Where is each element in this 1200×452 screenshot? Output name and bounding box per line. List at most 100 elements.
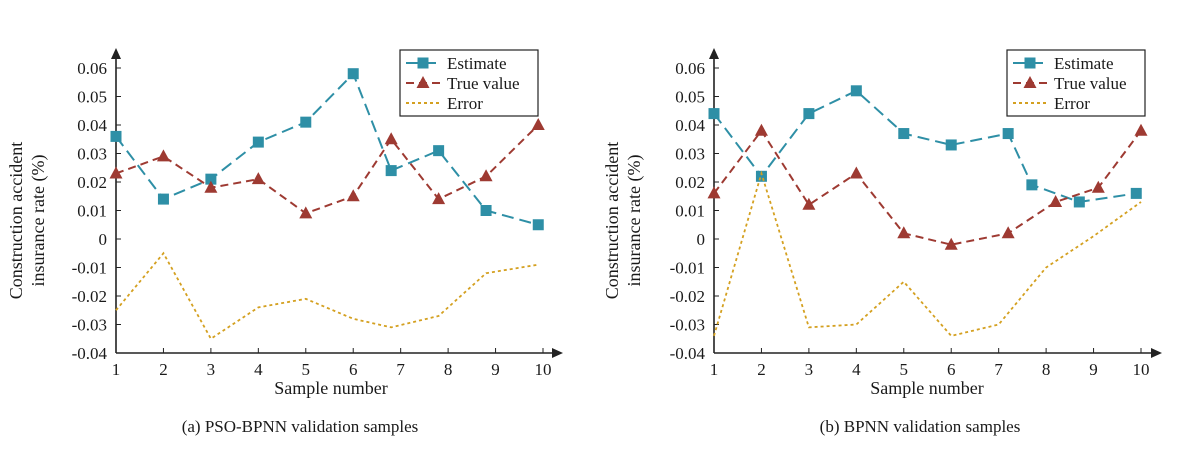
x-tick-label: 6 xyxy=(947,360,956,379)
data-point-true-value xyxy=(1134,123,1148,136)
data-point-true-value xyxy=(531,118,545,130)
x-tick-label: 2 xyxy=(159,360,168,379)
x-axis-arrow xyxy=(1151,348,1162,358)
legend-label: Estimate xyxy=(1054,54,1113,73)
x-tick-label: 9 xyxy=(1089,360,1098,379)
y-tick-label: 0 xyxy=(697,230,706,249)
x-tick-label: 1 xyxy=(710,360,719,379)
data-point-true-value xyxy=(432,192,446,205)
data-point-true-value xyxy=(1091,180,1105,193)
legend-marker-square xyxy=(417,57,429,69)
data-point-estimate xyxy=(755,170,767,182)
y-tick-label: 0.02 xyxy=(77,173,107,192)
y-axis-title-line: Construction accident xyxy=(602,142,622,299)
y-axis-title-line: Construction accident xyxy=(6,142,26,299)
x-tick-label: 4 xyxy=(852,360,861,379)
data-point-estimate xyxy=(157,193,169,205)
x-tick-label: 1 xyxy=(112,360,121,379)
chart-b: -0.04 -0.03 -0.02 -0.01 0 0.01 0.02 0.03 0.04 0.0… xyxy=(602,48,1162,436)
data-point-true-value xyxy=(251,172,265,185)
x-tick-label: 3 xyxy=(207,360,216,379)
data-point-true-value xyxy=(849,166,863,179)
x-tick-label: 5 xyxy=(302,360,311,379)
x-tick-label: 9 xyxy=(491,360,500,379)
y-tick-label: 0.04 xyxy=(77,116,107,135)
y-tick-label: -0.01 xyxy=(72,259,107,278)
data-point-true-value xyxy=(1001,226,1015,239)
data-point-estimate xyxy=(300,116,312,128)
x-tick-label: 5 xyxy=(900,360,909,379)
data-point-estimate xyxy=(898,128,910,140)
series-line-estimate xyxy=(115,71,539,226)
data-point-true-value xyxy=(479,169,493,182)
data-point-estimate xyxy=(708,108,720,120)
data-point-true-value xyxy=(156,149,170,162)
x-tick-label: 8 xyxy=(444,360,453,379)
data-point-estimate xyxy=(480,205,492,216)
x-axis-title: Sample number xyxy=(870,378,983,398)
chart-a: -0.04 -0.03 -0.02 -0.01 0 0.01 0.02 0.03 0.04 0.0… xyxy=(6,48,563,436)
y-tick-label: 0.05 xyxy=(77,88,107,107)
legend-marker-square xyxy=(1024,57,1036,69)
y-tick-label: 0 xyxy=(99,230,108,249)
y-axis-arrow xyxy=(111,48,121,59)
y-tick-label: 0.02 xyxy=(675,173,705,192)
data-point-true-value xyxy=(707,186,721,199)
data-point-true-value xyxy=(897,226,911,239)
y-axis-title-line: insurance rate (%) xyxy=(28,155,49,287)
series-line-true-value xyxy=(115,124,539,215)
data-point-estimate xyxy=(945,139,957,151)
x-tick-label: 10 xyxy=(535,360,552,379)
x-axis-title: Sample number xyxy=(274,378,387,398)
x-tick-label: 7 xyxy=(994,360,1003,379)
data-point-estimate xyxy=(803,108,815,120)
y-axis-title-line: insurance rate (%) xyxy=(624,155,645,287)
x-tick-label: 6 xyxy=(349,360,358,379)
x-tick-label: 10 xyxy=(1133,360,1150,379)
legend-label: Error xyxy=(447,94,483,113)
data-point-estimate xyxy=(1130,187,1142,199)
data-point-estimate xyxy=(1073,196,1085,208)
data-point-true-value xyxy=(1049,194,1063,207)
data-point-estimate xyxy=(433,145,445,157)
y-axis-title: Construction accident insurance rate (%) xyxy=(6,142,49,299)
data-point-true-value xyxy=(204,180,218,193)
y-axis-title: Construction accident insurance rate (%) xyxy=(602,142,645,299)
legend-marker-triangle xyxy=(1023,76,1037,88)
data-point-estimate xyxy=(1026,179,1038,191)
y-axis-arrow xyxy=(709,48,719,59)
legend-marker-triangle xyxy=(416,76,430,88)
data-point-true-value xyxy=(346,189,360,202)
y-tick-label: 0.01 xyxy=(675,202,705,221)
y-tick-label: -0.02 xyxy=(670,287,705,306)
data-point-true-value xyxy=(299,206,313,219)
x-tick-label: 8 xyxy=(1042,360,1051,379)
legend-label: Estimate xyxy=(447,54,506,73)
data-point-estimate xyxy=(205,173,217,185)
x-tick-label: 7 xyxy=(396,360,405,379)
data-point-true-value xyxy=(754,123,768,136)
data-point-estimate xyxy=(385,165,397,177)
x-tick-label: 2 xyxy=(757,360,766,379)
y-tick-label: -0.03 xyxy=(72,316,107,335)
data-point-true-value xyxy=(109,166,123,179)
series-line-true-value xyxy=(713,128,1142,246)
legend-label: True value xyxy=(447,74,520,93)
series-line-error xyxy=(115,251,539,341)
legend-label: True value xyxy=(1054,74,1127,93)
data-point-true-value xyxy=(944,237,958,250)
data-point-estimate xyxy=(252,136,264,148)
y-tick-label: -0.04 xyxy=(670,344,706,363)
data-point-estimate xyxy=(110,130,122,142)
x-axis-arrow xyxy=(552,348,563,358)
y-tick-label: 0.04 xyxy=(675,116,705,135)
data-point-estimate xyxy=(532,219,544,231)
chart-caption: (a) PSO-BPNN validation samples xyxy=(182,417,419,436)
y-tick-label: -0.04 xyxy=(72,344,108,363)
data-point-estimate xyxy=(1002,128,1014,140)
data-point-true-value xyxy=(802,197,816,210)
y-tick-label: 0.01 xyxy=(77,202,107,221)
